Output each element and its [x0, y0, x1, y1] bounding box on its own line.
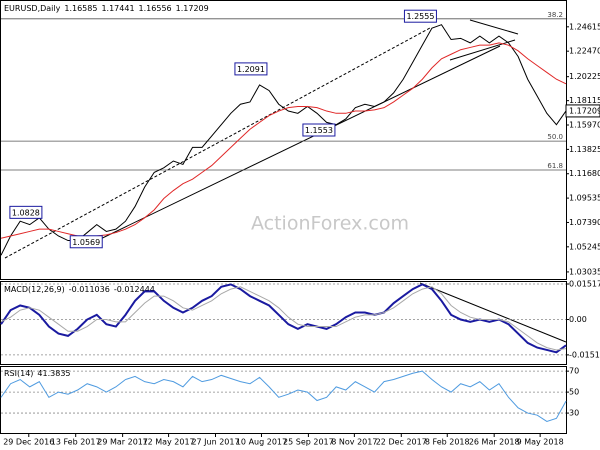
symbol: EURUSD,Daily [4, 4, 61, 13]
x-tick-label: 8 Nov 2017 [331, 438, 377, 447]
y-tick-label: 0.00 [569, 315, 587, 324]
y-tick-label: 1.13825 [569, 145, 600, 154]
rsi-value: 41.3835 [37, 369, 70, 378]
annotation-box [302, 123, 336, 137]
x-tick-label: 8 Feb 2018 [425, 438, 470, 447]
macd-value: -0.011036 [69, 285, 110, 294]
x-tick-label: 22 Dec 2017 [376, 438, 427, 447]
last-price-label: 1.17209 [569, 106, 600, 115]
series-line [0, 42, 567, 239]
triangle-line [469, 19, 519, 35]
series-line [0, 286, 567, 351]
annotation-label: 1.2091 [237, 65, 265, 74]
macd-trend-line [419, 282, 567, 343]
macd-title: MACD(12,26,9) [4, 285, 65, 294]
annotation-box [234, 62, 268, 76]
header: EURUSD,Daily 1.16585 1.17441 1.16556 1.17209 [4, 4, 209, 13]
annotation-label: 1.2555 [406, 12, 434, 21]
x-tick-label: 9 May 2018 [517, 438, 564, 447]
low: 1.16556 [139, 4, 172, 13]
series-line [0, 283, 567, 354]
y-tick-label: 1.11680 [569, 169, 600, 178]
macd-panel [0, 281, 567, 365]
y-tick-label: -0.015109 [569, 350, 600, 359]
series-line [0, 370, 567, 423]
y-tick-label: 1.03035 [569, 267, 600, 276]
annotation-box [9, 205, 43, 219]
high: 1.17441 [101, 4, 134, 13]
y-tick-label: 0.015176 [569, 279, 600, 288]
y-tick-label: 1.20225 [569, 72, 600, 81]
x-tick-label: 29 Dec 2016 [3, 438, 54, 447]
channel-line [4, 27, 431, 259]
price-panel [0, 0, 567, 280]
open: 1.16585 [64, 4, 97, 13]
y-tick-label: 50 [569, 388, 579, 397]
triangle-line [449, 39, 516, 61]
fib-label: 50.0 [547, 133, 563, 141]
annotation-label: 1.0828 [12, 208, 40, 217]
y-tick-label: 1.15970 [569, 121, 600, 130]
y-tick-label: 70 [569, 367, 579, 376]
annotation-box [403, 9, 437, 23]
y-tick-label: 1.18115 [569, 96, 600, 105]
x-tick-label: 12 May 2017 [142, 438, 194, 447]
y-tick-label: 30 [569, 409, 579, 418]
trend-line [89, 45, 501, 245]
signal-value: -0.012444 [114, 285, 155, 294]
rsi-header: RSI(14) 41.3835 [4, 369, 71, 378]
fib-label: 61.8 [547, 162, 563, 170]
x-tick-label: 13 Feb 2017 [51, 438, 101, 447]
y-tick-label: 1.22470 [569, 47, 600, 56]
rsi-title: RSI(14) [4, 369, 33, 378]
last-price-box [565, 104, 600, 118]
fib-label: 38.2 [547, 11, 563, 19]
x-tick-label: 25 Sep 2017 [283, 438, 334, 447]
annotation-label: 1.0569 [72, 238, 100, 247]
x-tick-label: 29 Mar 2017 [97, 438, 148, 447]
annotation-box [69, 235, 103, 249]
y-tick-label: 1.09535 [569, 194, 600, 203]
annotation-label: 1.1553 [305, 126, 333, 135]
rsi-panel [0, 366, 567, 434]
watermark: ActionForex.com [251, 213, 409, 235]
series-line [0, 24, 567, 256]
y-tick-label: 1.07390 [569, 218, 600, 227]
y-tick-label: 1.24615 [569, 22, 600, 31]
x-tick-label: 10 Aug 2017 [236, 438, 287, 447]
x-tick-label: 27 Jun 2017 [191, 438, 239, 447]
y-tick-label: 1.05245 [569, 242, 600, 251]
close: 1.17209 [176, 4, 209, 13]
x-tick-label: 26 Mar 2018 [469, 438, 520, 447]
macd-header: MACD(12,26,9) -0.011036 -0.012444 [4, 285, 155, 294]
